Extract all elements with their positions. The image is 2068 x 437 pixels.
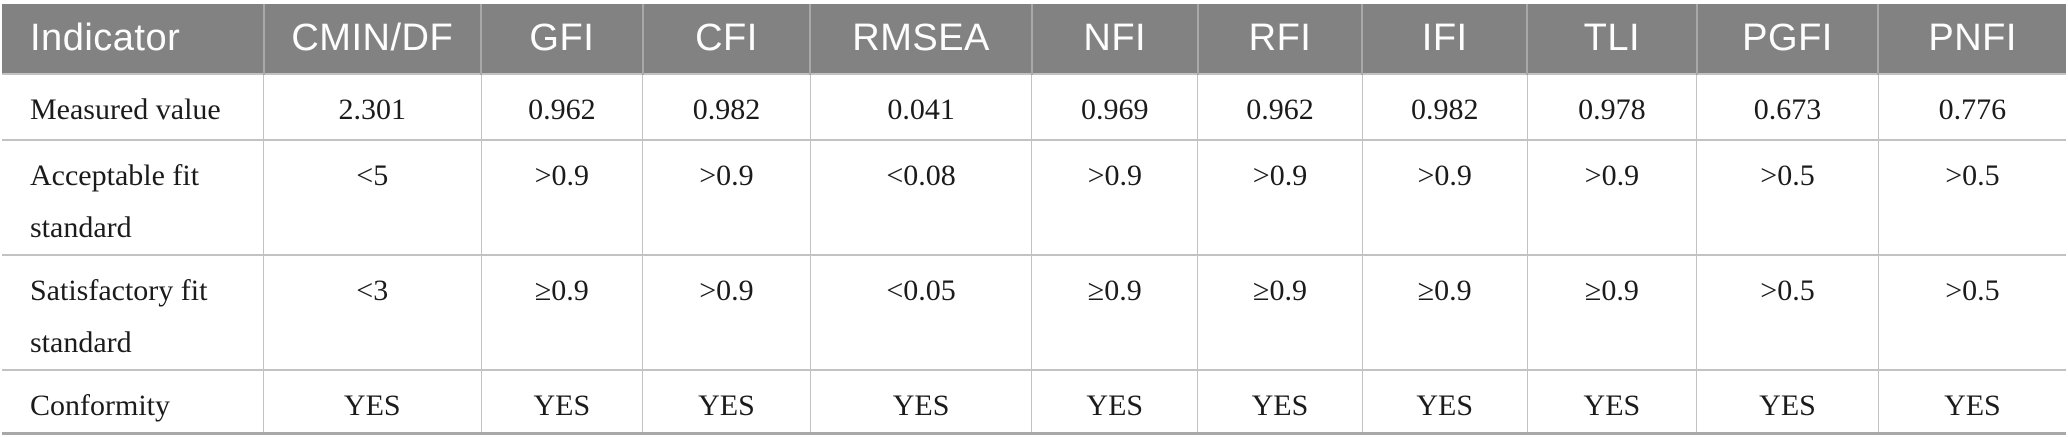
value-cell: YES xyxy=(1696,369,1879,435)
value-cell: YES xyxy=(1031,369,1199,435)
column-header-rfi: RFI xyxy=(1197,4,1364,74)
value-cell: >0.5 xyxy=(1878,254,2066,370)
value-cell: >0.9 xyxy=(1362,139,1528,255)
row-label: Satisfactory fit standard xyxy=(2,254,264,370)
value-cell: 0.776 xyxy=(1878,73,2066,140)
row-label: Conformity xyxy=(2,369,264,435)
value-cell: YES xyxy=(481,369,644,435)
row-label: Acceptable fit standard xyxy=(2,139,264,255)
value-cell: <0.08 xyxy=(810,139,1033,255)
column-header-pgfi: PGFI xyxy=(1696,4,1880,74)
value-cell: YES xyxy=(642,369,811,435)
value-cell: >0.5 xyxy=(1696,139,1879,255)
value-cell: 0.982 xyxy=(642,73,811,140)
value-cell: ≥0.9 xyxy=(1362,254,1528,370)
value-cell: 0.673 xyxy=(1696,73,1879,140)
value-cell: <5 xyxy=(263,139,482,255)
value-cell: >0.9 xyxy=(642,139,811,255)
value-cell: >0.9 xyxy=(1197,139,1363,255)
table-row-measured-value: Measured value 2.301 0.962 0.982 0.041 0.969 0… xyxy=(2,73,2066,140)
table-row-conformity: Conformity YES YES YES YES YES YES YES YES YES YES xyxy=(2,369,2066,435)
column-header-cfi: CFI xyxy=(642,4,812,74)
row-label: Measured value xyxy=(2,73,264,140)
column-header-gfi: GFI xyxy=(481,4,644,74)
table-body: Measured value 2.301 0.962 0.982 0.041 0.969 0… xyxy=(2,73,2066,435)
value-cell: 0.969 xyxy=(1031,73,1199,140)
column-header-pnfi: PNFI xyxy=(1878,4,2066,74)
value-cell: >0.5 xyxy=(1878,139,2066,255)
column-header-rmsea: RMSEA xyxy=(810,4,1033,74)
value-cell: ≥0.9 xyxy=(1031,254,1199,370)
value-cell: ≥0.9 xyxy=(1527,254,1698,370)
value-cell: YES xyxy=(1197,369,1363,435)
column-header-ifi: IFI xyxy=(1362,4,1529,74)
value-cell: >0.9 xyxy=(642,254,811,370)
column-header-tli: TLI xyxy=(1527,4,1698,74)
value-cell: YES xyxy=(1362,369,1528,435)
value-cell: >0.9 xyxy=(1031,139,1199,255)
table-row-acceptable-fit-standard: Acceptable fit standard <5 >0.9 >0.9 <0.08 >0… xyxy=(2,139,2066,255)
value-cell: >0.9 xyxy=(1527,139,1698,255)
column-header-cmin-df: CMIN/DF xyxy=(263,4,483,74)
column-header-nfi: NFI xyxy=(1031,4,1199,74)
table-row-satisfactory-fit-standard: Satisfactory fit standard <3 ≥0.9 >0.9 <0.05… xyxy=(2,254,2066,370)
value-cell: <0.05 xyxy=(810,254,1033,370)
value-cell: 0.982 xyxy=(1362,73,1528,140)
value-cell: ≥0.9 xyxy=(1197,254,1363,370)
value-cell: 0.978 xyxy=(1527,73,1698,140)
value-cell: 0.962 xyxy=(481,73,644,140)
value-cell: <3 xyxy=(263,254,482,370)
value-cell: YES xyxy=(1878,369,2066,435)
value-cell: ≥0.9 xyxy=(481,254,644,370)
header-row: Indicator CMIN/DF GFI CFI RMSEA NFI RFI IFI TLI P… xyxy=(2,4,2066,74)
value-cell: >0.9 xyxy=(481,139,644,255)
value-cell: YES xyxy=(263,369,482,435)
value-cell: >0.5 xyxy=(1696,254,1879,370)
value-cell: YES xyxy=(810,369,1033,435)
value-cell: 0.041 xyxy=(810,73,1033,140)
value-cell: YES xyxy=(1527,369,1698,435)
column-header-indicator: Indicator xyxy=(2,4,265,74)
model-fit-indices-table: Indicator CMIN/DF GFI CFI RMSEA NFI RFI IFI TLI P… xyxy=(2,4,2066,435)
value-cell: 0.962 xyxy=(1197,73,1363,140)
value-cell: 2.301 xyxy=(263,73,482,140)
